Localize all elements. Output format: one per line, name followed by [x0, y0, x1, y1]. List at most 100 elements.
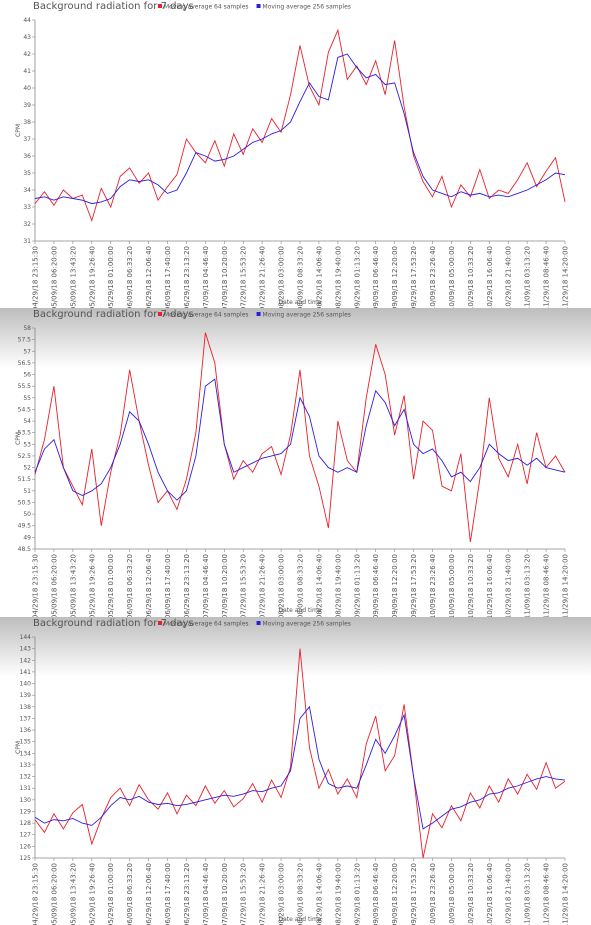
y-axis-label: CPM [15, 124, 22, 137]
y-tick-label: 55 [23, 395, 31, 402]
x-tick-label: 10/09/18 05:00:00 [448, 863, 456, 925]
x-tick-label: 10/29/18 16:06:40 [486, 554, 494, 619]
x-tick-label: 06/29/18 12:06:40 [145, 863, 153, 925]
y-tick-label: 129 [20, 808, 32, 815]
x-tick-label: 05/29/18 19:26:40 [88, 246, 96, 311]
header-shade [0, 617, 591, 677]
x-tick-label: 07/09/18 04:46:40 [202, 246, 210, 311]
x-tick-label: 11/29/18 08:46:40 [543, 863, 551, 925]
x-tick-label: 07/29/18 21:26:40 [259, 246, 267, 311]
x-tick-label: 11/09/18 03:13:20 [524, 246, 532, 311]
y-tick-label: 53 [23, 441, 31, 448]
legend-swatch [256, 4, 261, 8]
x-tick-label: 09/09/18 12:20:00 [391, 863, 399, 925]
y-tick-label: 54.5 [18, 406, 32, 413]
legend-swatch [256, 312, 261, 316]
x-tick-label: 09/29/18 17:53:20 [410, 246, 418, 311]
x-tick-label: 07/29/18 15:53:20 [240, 246, 248, 311]
x-tick-label: 06/29/18 23:13:20 [183, 863, 191, 925]
y-tick-label: 134 [20, 750, 32, 757]
x-tick-label: 10/29/18 21:40:00 [505, 863, 513, 925]
x-tick-label: 08/29/18 03:00:00 [278, 554, 286, 619]
x-tick-label: 10/29/18 21:40:00 [505, 246, 513, 311]
x-tick-label: 05/09/18 13:43:20 [69, 554, 77, 619]
x-tick-label: 09/29/18 17:53:20 [410, 863, 418, 925]
x-tick-label: 09/09/18 06:46:40 [372, 554, 380, 619]
x-axis-label: Date and time [279, 299, 322, 306]
x-tick-label: 08/29/18 03:00:00 [278, 246, 286, 311]
x-tick-label: 10/09/18 05:00:00 [448, 554, 456, 619]
y-tick-label: 52.5 [18, 453, 32, 460]
y-tick-label: 38 [23, 119, 31, 126]
x-tick-label: 09/09/18 12:20:00 [391, 554, 399, 619]
y-tick-label: 140 [20, 681, 32, 688]
y-tick-label: 135 [20, 739, 32, 746]
x-tick-label: 05/29/18 01:00:00 [107, 246, 115, 311]
x-tick-label: 11/29/18 14:20:00 [562, 246, 570, 311]
x-tick-label: 06/29/18 23:13:20 [183, 246, 191, 311]
y-tick-label: 51.5 [18, 476, 32, 483]
x-tick-label: 06/09/18 17:40:00 [164, 863, 172, 925]
x-tick-label: 10/29/18 21:40:00 [505, 554, 513, 619]
y-tick-label: 48.5 [18, 546, 32, 553]
x-tick-label: 06/29/18 23:13:20 [183, 554, 191, 619]
x-tick-label: 07/09/18 04:46:40 [202, 863, 210, 925]
y-tick-label: 133 [20, 762, 32, 769]
x-tick-label: 05/09/18 06:20:00 [50, 554, 58, 619]
x-tick-label: 04/29/18 23:15:30 [32, 863, 40, 925]
y-tick-label: 141 [20, 669, 32, 676]
x-tick-label: 06/09/18 17:40:00 [164, 246, 172, 311]
x-tick-label: 08/29/18 14:06:40 [315, 554, 323, 619]
y-axis-label: CPM [15, 432, 22, 445]
y-tick-label: 52 [23, 465, 31, 472]
x-tick-label: 06/29/18 12:06:40 [145, 246, 153, 311]
legend-swatch [158, 4, 162, 8]
x-tick-label: 11/09/18 03:13:20 [524, 863, 532, 925]
x-tick-label: 10/29/18 10:33:20 [467, 863, 475, 925]
y-tick-label: 138 [20, 704, 32, 711]
x-tick-label: 10/29/18 16:06:40 [486, 863, 494, 925]
x-tick-label: 10/29/18 10:33:20 [467, 246, 475, 311]
y-tick-label: 33 [23, 204, 31, 211]
x-tick-label: 10/09/18 23:26:40 [429, 554, 437, 619]
series-line [34, 378, 566, 501]
x-tick-label: 06/09/18 17:40:00 [164, 554, 172, 619]
legend-label: Moving average 64 samples [164, 312, 249, 319]
y-tick-label: 137 [20, 715, 32, 722]
x-tick-label: 07/29/18 21:26:40 [259, 554, 267, 619]
y-tick-label: 57.5 [18, 337, 32, 344]
x-tick-label: 08/29/18 19:40:00 [334, 554, 342, 619]
legend-label: Moving average 64 samples [164, 4, 249, 11]
x-tick-label: 06/09/18 06:33:20 [126, 554, 134, 619]
y-tick-label: 56.5 [18, 360, 32, 367]
x-tick-label: 09/09/18 12:20:00 [391, 246, 399, 311]
x-tick-label: 07/09/18 10:20:00 [221, 246, 229, 311]
x-tick-label: 08/29/18 14:06:40 [315, 863, 323, 925]
y-tick-label: 126 [20, 843, 32, 850]
y-tick-label: 43 [23, 34, 31, 41]
y-tick-label: 143 [20, 646, 32, 653]
x-tick-label: 07/09/18 10:20:00 [221, 554, 229, 619]
y-tick-label: 53.5 [18, 430, 32, 437]
y-tick-label: 32 [23, 221, 31, 228]
x-tick-label: 08/09/18 08:33:20 [297, 863, 305, 925]
x-tick-label: 05/29/18 19:26:40 [88, 863, 96, 925]
x-tick-label: 08/09/18 08:33:20 [297, 246, 305, 311]
x-tick-label: 09/29/18 01:13:20 [353, 863, 361, 925]
x-tick-label: 04/29/18 23:15:30 [32, 246, 40, 311]
legend-label: Moving average 64 samples [164, 621, 249, 628]
y-tick-label: 142 [20, 657, 32, 664]
y-tick-label: 34 [23, 187, 31, 194]
x-tick-label: 06/09/18 06:33:20 [126, 863, 134, 925]
x-tick-label: 09/09/18 06:46:40 [372, 863, 380, 925]
y-tick-label: 37 [23, 136, 31, 143]
x-tick-label: 05/29/18 01:00:00 [107, 554, 115, 619]
y-tick-label: 58 [23, 325, 31, 332]
y-tick-label: 130 [20, 797, 32, 804]
x-tick-label: 11/29/18 08:46:40 [543, 554, 551, 619]
y-tick-label: 41 [23, 68, 31, 75]
x-tick-label: 10/09/18 05:00:00 [448, 246, 456, 311]
x-tick-label: 07/09/18 10:20:00 [221, 863, 229, 925]
